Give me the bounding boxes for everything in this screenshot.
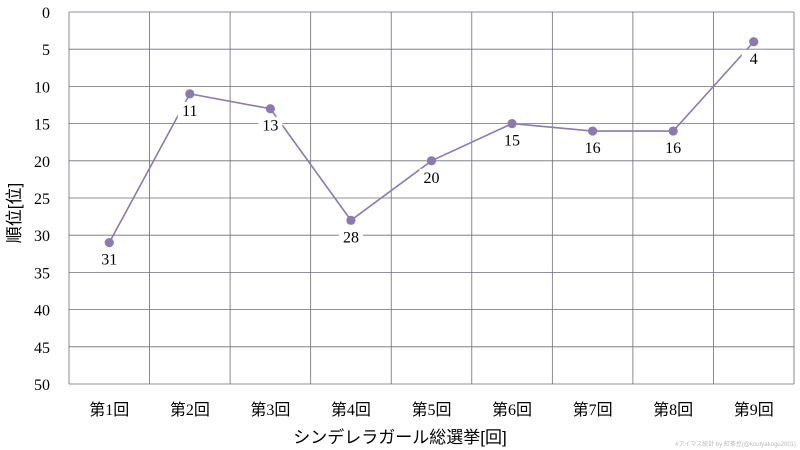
- data-label-bg: [258, 116, 283, 135]
- data-label-bg: [741, 49, 766, 68]
- x-tick-label: 第9回: [734, 401, 774, 419]
- data-label: 28: [343, 229, 359, 246]
- grid-lines: [68, 11, 795, 385]
- data-label-bg: [500, 131, 525, 150]
- watermark-text: #アイマス統計 by 紅茶豆(@koutyakogu2001): [675, 440, 796, 448]
- series-layer: [104, 37, 759, 248]
- data-label: 16: [665, 140, 681, 157]
- data-point: [668, 126, 678, 136]
- y-axis-ticks: 0 5 10 15 20 25 30 35 40 45 50: [34, 5, 50, 394]
- x-tick-label: 第2回: [170, 401, 210, 419]
- y-tick-label: 50: [34, 377, 50, 394]
- y-tick-label: 0: [42, 5, 50, 22]
- data-point: [265, 104, 275, 114]
- y-tick-label: 5: [42, 42, 50, 59]
- y-tick-label: 10: [34, 79, 50, 96]
- y-tick-label: 25: [34, 191, 50, 208]
- data-label: 13: [262, 118, 278, 135]
- data-label: 15: [504, 133, 520, 150]
- y-tick-label: 30: [34, 228, 50, 245]
- data-point: [588, 126, 598, 136]
- data-label: 11: [182, 103, 197, 120]
- x-tick-label: 第5回: [411, 401, 451, 419]
- data-point: [426, 156, 437, 166]
- data-label: 4: [750, 51, 758, 68]
- x-axis-title: シンデレラガール総選挙[回]: [293, 427, 506, 447]
- y-axis-title: 順位[位]: [5, 183, 24, 243]
- data-label-bg: [419, 168, 444, 187]
- data-label: 16: [585, 140, 601, 157]
- y-tick-label: 20: [34, 154, 50, 171]
- data-point: [749, 37, 759, 47]
- x-tick-label: 第3回: [250, 401, 290, 419]
- x-tick-label: 第7回: [573, 401, 613, 419]
- x-tick-label: 第4回: [331, 401, 371, 419]
- data-label-bg: [580, 139, 605, 158]
- data-labels: 31 11 13 28 20 15 16 16 4: [97, 49, 766, 269]
- x-axis-ticks: 第1回 第2回 第3回 第4回 第5回 第6回 第7回 第8回 第9回: [89, 401, 773, 419]
- y-tick-label: 45: [34, 340, 50, 357]
- y-tick-label: 15: [34, 117, 50, 134]
- x-tick-label: 第8回: [653, 401, 693, 419]
- series-line: [108, 41, 755, 244]
- y-tick-label: 40: [34, 303, 50, 320]
- data-point: [507, 119, 517, 129]
- data-point: [104, 238, 114, 248]
- y-tick-label: 35: [34, 265, 50, 282]
- data-label-bg: [97, 250, 122, 269]
- data-point: [346, 215, 356, 225]
- data-point: [185, 89, 195, 99]
- x-tick-label: 第6回: [492, 401, 532, 419]
- data-label-bg: [177, 101, 202, 120]
- data-label-bg: [338, 228, 363, 247]
- data-label: 31: [101, 252, 117, 269]
- data-label: 20: [424, 170, 440, 187]
- x-tick-label: 第1回: [89, 401, 129, 419]
- data-label-bg: [661, 139, 686, 158]
